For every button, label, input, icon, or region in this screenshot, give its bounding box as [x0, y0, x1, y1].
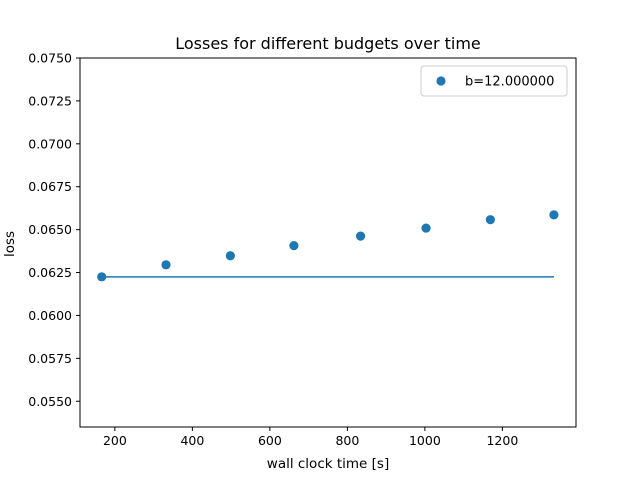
x-axis-label: wall clock time [s] [267, 456, 389, 472]
y-tick-label: 0.0625 [28, 265, 72, 280]
x-tick-label: 600 [258, 433, 282, 448]
data-point [289, 240, 299, 251]
x-tick-label: 800 [335, 433, 359, 448]
chart-title: Losses for different budgets over time [175, 34, 481, 53]
plot-frame [79, 57, 577, 428]
y-tick-label: 0.0650 [28, 222, 72, 237]
y-tick-label: 0.0700 [28, 136, 72, 151]
legend-marker [436, 76, 446, 86]
y-tick-label: 0.0750 [28, 51, 72, 66]
x-tick-label: 1000 [409, 433, 441, 448]
y-tick-label: 0.0575 [28, 351, 72, 366]
x-tick-label: 400 [180, 433, 204, 448]
y-tick-label: 0.0725 [28, 93, 72, 108]
data-point [225, 251, 235, 261]
plot-area: 200 400 600 800 1000 1200 0.0550 0.0575 0.0600 0.… [28, 51, 577, 448]
y-axis-label: loss [2, 231, 18, 257]
y-tick-label: 0.0675 [28, 179, 72, 194]
data-point [161, 260, 171, 270]
data-point [549, 210, 559, 220]
legend-label: b=12.000000 [465, 75, 554, 90]
y-tick-label: 0.0550 [28, 394, 72, 409]
data-point [421, 223, 431, 233]
data-point [97, 272, 107, 282]
x-tick-label: 1200 [486, 433, 518, 448]
x-tick-label: 200 [103, 433, 127, 448]
y-tick-label: 0.0600 [28, 308, 72, 323]
legend-box [420, 65, 568, 97]
data-point [485, 215, 495, 225]
data-point [355, 231, 366, 241]
